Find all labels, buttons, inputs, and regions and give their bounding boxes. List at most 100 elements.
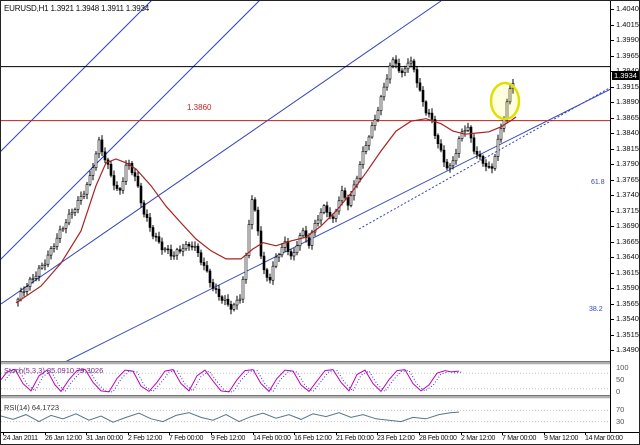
candle-body [436,135,440,144]
time-axis[interactable]: 24 Jan 2011 26 Jan 12:00 31 Jan 00:00 2 Feb… [1,433,639,444]
candle-body [292,252,296,257]
pane-separator[interactable] [1,361,639,365]
time-axis-tick [253,432,254,435]
trendline[interactable] [1,1,264,264]
time-axis-label: 14 Mar 00:00 [585,435,623,442]
price-axis-label: 1.3940 [616,67,639,75]
time-axis-label: 26 Jan 12:00 [45,435,82,442]
candle-body [400,70,404,74]
price-axis-label: 1.3740 [616,190,639,199]
highlight-ellipse[interactable] [489,81,521,121]
time-axis-label: 31 Jan 00:00 [86,435,123,442]
fib-level-label: 38.2 [589,306,603,313]
trendline[interactable] [1,1,442,305]
candle-body [64,222,68,229]
candle-body [280,247,284,256]
price-axis-label: 1.3865 [616,113,639,122]
candle-body [394,59,398,64]
trendline[interactable] [358,86,611,230]
rsi-svg[interactable] [1,399,611,431]
trendline[interactable] [1,88,611,361]
candle-body [40,265,44,269]
candle-body [226,298,230,305]
time-axis-tick [45,432,46,435]
candle-body [244,255,248,280]
candle-body [331,216,335,219]
candle-body [268,277,272,281]
candle-body [31,278,35,280]
rsi-pane[interactable] [1,399,611,431]
candle-body [196,245,200,253]
candle-body [166,248,170,251]
rsi-axis-label: 70 [616,405,625,414]
price-axis-tick [611,40,614,41]
candle-body [79,196,83,201]
time-axis-label: 2 Mar 12:00 [461,435,496,442]
time-axis-tick [585,432,586,435]
price-axis-label: 1.3715 [616,206,639,215]
candle-body [370,125,374,138]
price-axis-tick [611,102,614,103]
time-axis-label: 24 Jan 2011 [3,435,38,442]
candle-body [175,249,179,256]
time-axis-label: 2 Feb 12:00 [128,435,163,442]
candle-body [349,195,353,206]
candle-body [313,223,317,233]
candle-body [91,167,95,176]
candle-body [385,78,389,88]
price-axis-label: 1.4040 [616,4,639,13]
stochastic-pane[interactable] [1,365,611,395]
candle-body [412,60,416,70]
stochastic-svg[interactable] [1,365,611,395]
price-axis-tick [611,319,614,320]
candle-body [76,200,80,210]
candle-body [208,270,212,283]
candle-body [46,254,50,265]
price-pane[interactable]: 61.8 38.2 EURUSD,H1 1.3921 1.3948 1.3911 … [1,1,611,361]
candle-body [109,164,113,176]
candle-body [187,244,191,247]
candle-body [406,62,410,70]
candle-body [499,128,503,140]
candle-body [493,156,497,169]
candle-body [238,298,242,301]
candle-body [460,131,464,140]
candle-body [382,86,386,98]
price-axis-tick [611,25,614,26]
rsi-axis-label: 30 [616,417,625,426]
moving-average-line[interactable] [15,116,517,304]
stoch-signal-line [4,369,464,393]
candle-body [478,154,482,157]
candle-body [139,185,143,204]
time-axis-tick [336,432,337,435]
candle-body [466,126,470,131]
candle-body [136,176,140,187]
candle-body [94,153,98,168]
time-axis-label: 7 Mar 00:00 [502,435,537,442]
candle-body [145,213,149,218]
candle-body [481,156,485,164]
candle-body [115,185,119,189]
chart-title: EURUSD,H1 1.3921 1.3948 1.3911 1.3934 [4,4,150,13]
price-axis-label: 1.3990 [616,35,639,44]
time-axis-tick [461,432,462,435]
pane-separator[interactable] [1,395,639,399]
time-axis-tick [128,432,129,435]
trendline[interactable] [1,1,156,156]
price-axis-label: 1.3515 [616,330,639,339]
candle-body [61,228,65,231]
candle-body [88,175,92,185]
candle-body [169,249,173,257]
candle-body [241,278,245,300]
candle-body [247,224,251,256]
stoch-axis-label: 50 [616,375,625,384]
price-axis[interactable]: 1.4040 1.4015 1.3990 1.3965 1.3940 1.3915 1.38… [611,1,639,432]
price-pane-svg[interactable]: 61.8 38.2 [1,1,611,361]
candle-body [289,251,293,257]
candle-body [358,164,362,179]
candle-body [73,209,77,213]
price-axis-label: 1.3790 [616,159,639,168]
price-axis-tick [611,149,614,150]
candle-body [379,96,383,112]
time-axis-frame-line [1,432,639,433]
